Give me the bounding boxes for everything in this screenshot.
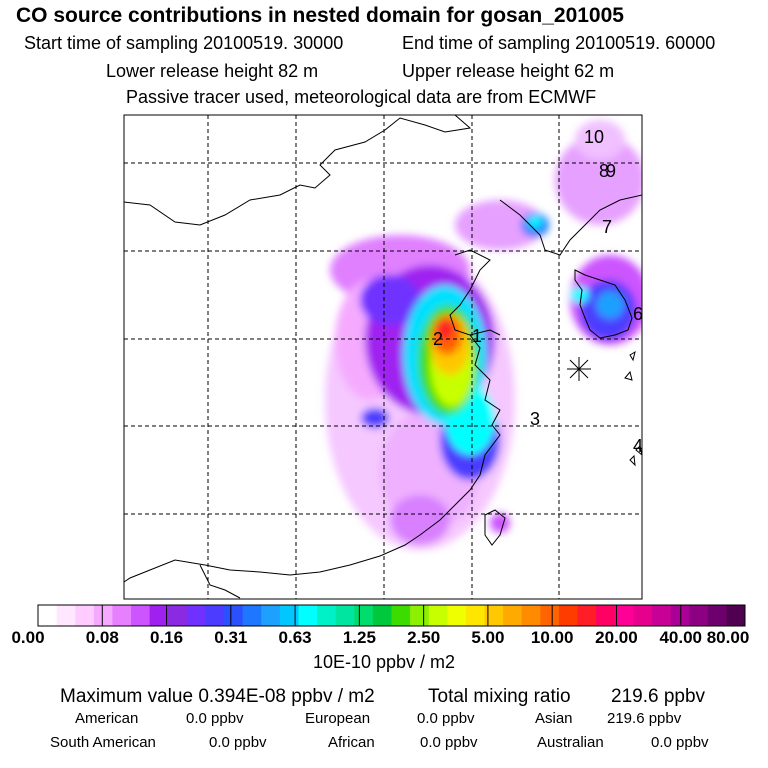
colorbar-swatch <box>93 605 113 626</box>
colorbar-tick-label: 0.08 <box>85 628 119 647</box>
colorbar-tick-label: 0.63 <box>278 628 312 647</box>
colorbar-swatch <box>224 605 244 626</box>
european-value: 0.0 ppbv <box>417 710 475 727</box>
colorbar-swatch <box>651 605 672 626</box>
total-mixing-ratio-label: Total mixing ratio <box>428 686 571 707</box>
region-label-2: 2 <box>433 329 443 349</box>
colorbar-tick-label: 0.16 <box>149 628 184 647</box>
australian-label: Australian <box>537 734 604 751</box>
asian-value: 219.6 ppbv <box>607 710 682 727</box>
colorbar-tick-label: 1.25 <box>342 628 376 647</box>
colorbar-swatch <box>521 605 541 626</box>
region-label-7: 7 <box>602 217 612 237</box>
colorbar-tick-label: 20.00 <box>595 628 638 647</box>
colorbar-swatch <box>149 605 169 626</box>
colorbar-tick-label: 5.00 <box>471 628 505 647</box>
south-american-value: 0.0 ppbv <box>209 734 267 751</box>
african-value: 0.0 ppbv <box>420 734 478 751</box>
colorbar-swatch <box>298 605 318 626</box>
upper-release-label: Upper release height 62 m <box>402 61 615 81</box>
colorbar-swatch <box>614 605 634 626</box>
colorbar-swatch <box>242 605 262 626</box>
region-label-10: 10 <box>584 127 604 147</box>
south-american-label: South American <box>50 734 156 751</box>
african-label: African <box>328 734 375 751</box>
colorbar-swatch <box>131 605 151 626</box>
colorbar-swatch <box>205 605 225 626</box>
colorbar-swatch <box>186 605 206 626</box>
colorbar-swatch <box>577 605 597 626</box>
start-time-label: Start time of sampling 20100519. 30000 <box>24 33 344 53</box>
asterisk-station-marker-icon <box>567 357 591 381</box>
total-mixing-ratio-value: 219.6 ppbv <box>611 686 706 707</box>
colorbar <box>37 604 746 627</box>
colorbar-swatch <box>689 605 709 626</box>
maximum-value-label: Maximum value 0.394E-08 ppbv / m2 <box>60 686 375 707</box>
colorbar-units: 10E-10 ppbv / m2 <box>312 652 456 672</box>
colorbar-swatch <box>503 605 523 626</box>
lower-release-label: Lower release height 82 m <box>106 61 319 81</box>
region-label-3: 3 <box>530 409 540 429</box>
colorbar-tick-label: 0.00 <box>11 628 45 647</box>
region-label-4: 4 <box>633 436 643 456</box>
coastlines <box>124 115 642 599</box>
colorbar-swatch <box>726 605 746 626</box>
colorbar-tick-label: 2.50 <box>407 628 441 647</box>
figure-title: CO source contributions in nested domain… <box>16 4 624 27</box>
colorbar-swatch <box>354 605 374 626</box>
concentration-field <box>325 120 642 550</box>
region-label-1: 1 <box>472 326 482 346</box>
colorbar-swatch <box>261 605 281 626</box>
colorbar-frame <box>37 604 746 627</box>
end-time-label: End time of sampling 20100519. 60000 <box>402 33 716 53</box>
european-label: European <box>305 710 371 727</box>
colorbar-swatch <box>428 605 448 626</box>
colorbar-swatch <box>558 605 579 626</box>
american-label: American <box>75 710 139 727</box>
map-grid <box>124 115 642 599</box>
colorbar-swatch <box>279 605 299 626</box>
colorbar-swatch <box>596 605 616 626</box>
colorbar-swatch <box>670 605 690 626</box>
colorbar-swatch <box>707 605 727 626</box>
colorbar-tick-label: 0.31 <box>214 628 248 647</box>
region-label-6: 6 <box>633 304 643 324</box>
region-label-9: 9 <box>606 161 616 181</box>
region-label-8: 8 <box>599 161 609 181</box>
colorbar-swatch <box>484 605 504 626</box>
australian-value: 0.0 ppbv <box>651 734 709 751</box>
asian-label: Asian <box>535 710 573 727</box>
colorbar-swatch <box>391 605 411 626</box>
colorbar-swatch <box>465 605 486 626</box>
colorbar-swatch <box>112 605 132 626</box>
colorbar-swatch <box>447 605 467 626</box>
american-value: 0.0 ppbv <box>186 710 244 727</box>
colorbar-swatch <box>540 605 560 626</box>
colorbar-tick-label: 10.00 <box>530 628 574 647</box>
colorbar-swatch <box>372 605 392 626</box>
colorbar-swatch <box>56 605 76 626</box>
colorbar-swatch <box>317 605 337 626</box>
colorbar-swatch <box>410 605 430 626</box>
colorbar-tick-label: 40.00 <box>659 628 702 647</box>
map-frame <box>123 114 643 600</box>
colorbar-swatch <box>168 605 188 626</box>
colorbar-swatch <box>38 605 58 626</box>
colorbar-tick-label: 80.00 <box>706 628 750 647</box>
colorbar-swatch <box>75 605 95 626</box>
colorbar-swatch <box>335 605 355 626</box>
colorbar-swatch <box>633 605 653 626</box>
tracer-info-label: Passive tracer used, meteorological data… <box>126 87 597 107</box>
